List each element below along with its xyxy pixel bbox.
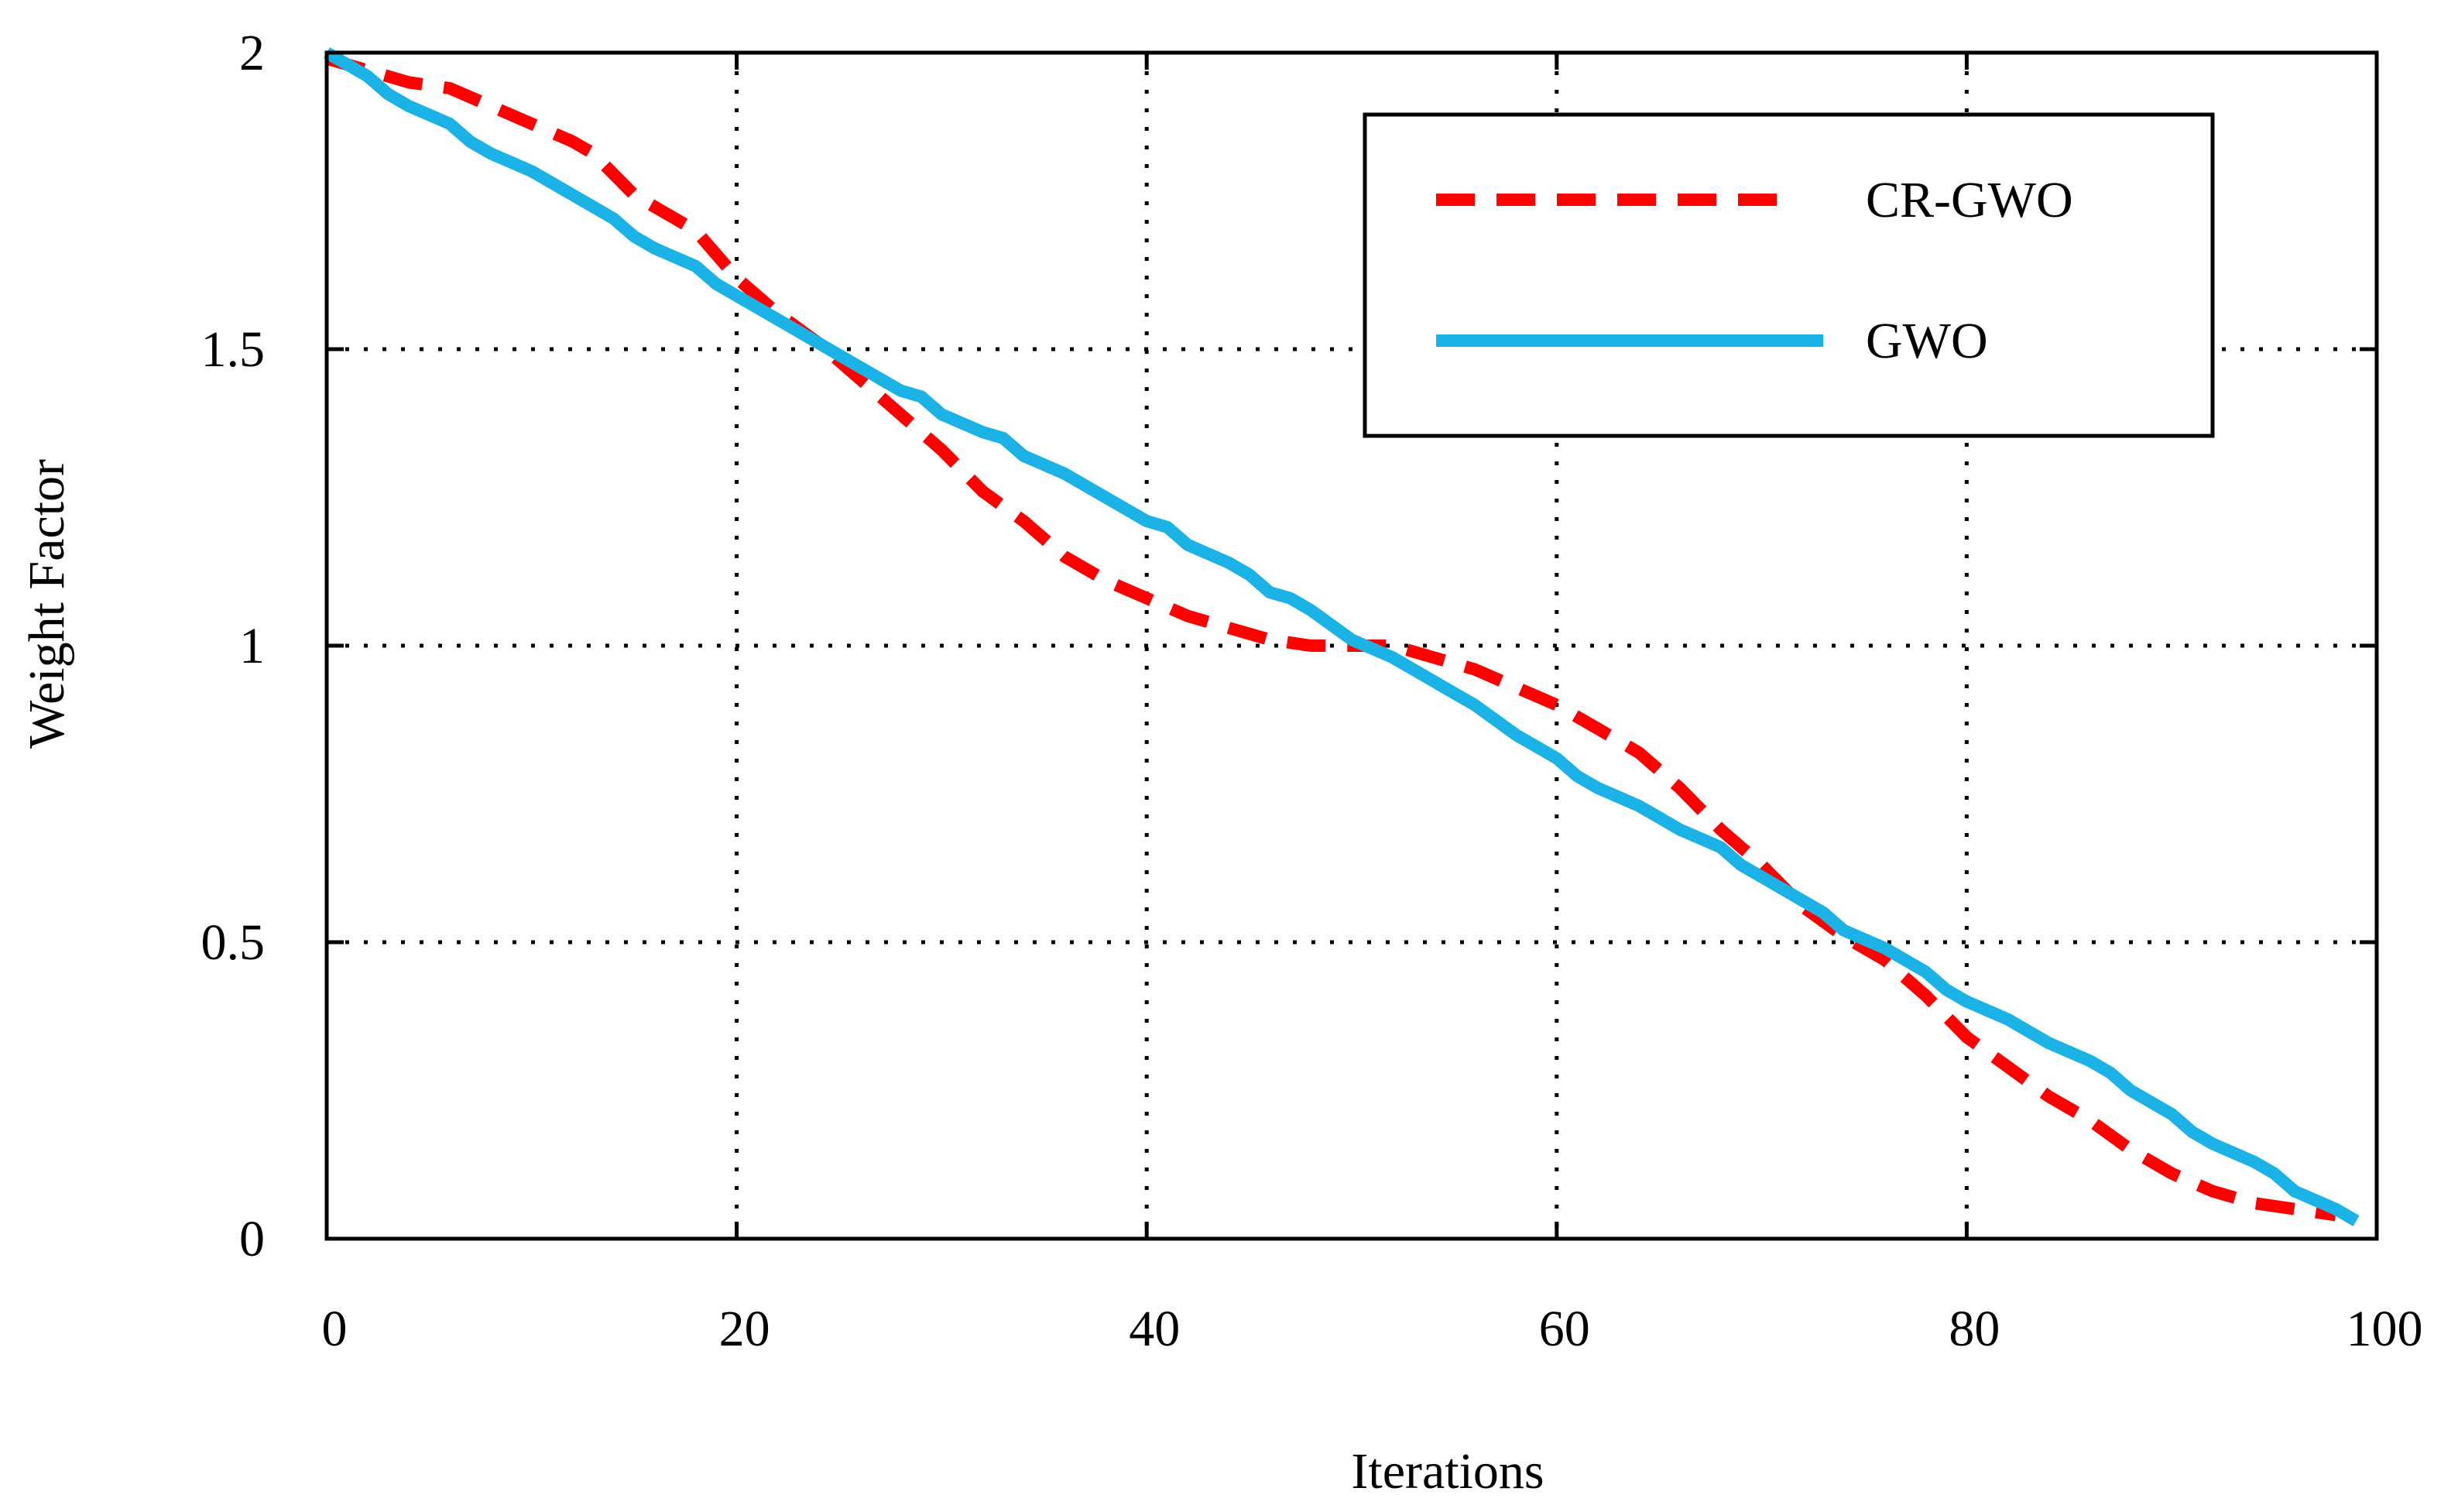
x-tick-label: 0 [322,1301,348,1357]
legend-label-cr-gwo: CR-GWO [1866,172,2073,228]
legend-box [1363,112,2215,438]
y-axis-label: Weight Factor [19,459,75,749]
x-tick-label: 80 [1949,1301,2000,1357]
legend-label-gwo: GWO [1866,313,1988,369]
x-tick-label: 20 [719,1301,770,1357]
series-line-cr-gwo [324,53,2337,1222]
y-tick-label: 1.5 [201,321,266,378]
x-tick-labels: 0 20 40 60 80 100 [322,1301,2423,1357]
x-tick-label: 100 [2347,1301,2423,1357]
series-line-gwo [323,47,2360,1226]
y-tick-label: 1 [239,618,265,674]
x-axis-label: Iterations [1351,1443,1544,1500]
series-lines [323,47,2360,1226]
y-tick-labels: 0 0.5 1 1.5 2 [201,25,266,1267]
legend: CR-GWO GWO [1363,112,2215,438]
y-tick-label: 0 [239,1211,265,1267]
tick-marks [324,50,2379,1241]
x-tick-label: 40 [1129,1301,1180,1357]
y-tick-label: 0.5 [201,914,266,971]
x-tick-label: 60 [1539,1301,1590,1357]
y-tick-label: 2 [239,25,265,81]
